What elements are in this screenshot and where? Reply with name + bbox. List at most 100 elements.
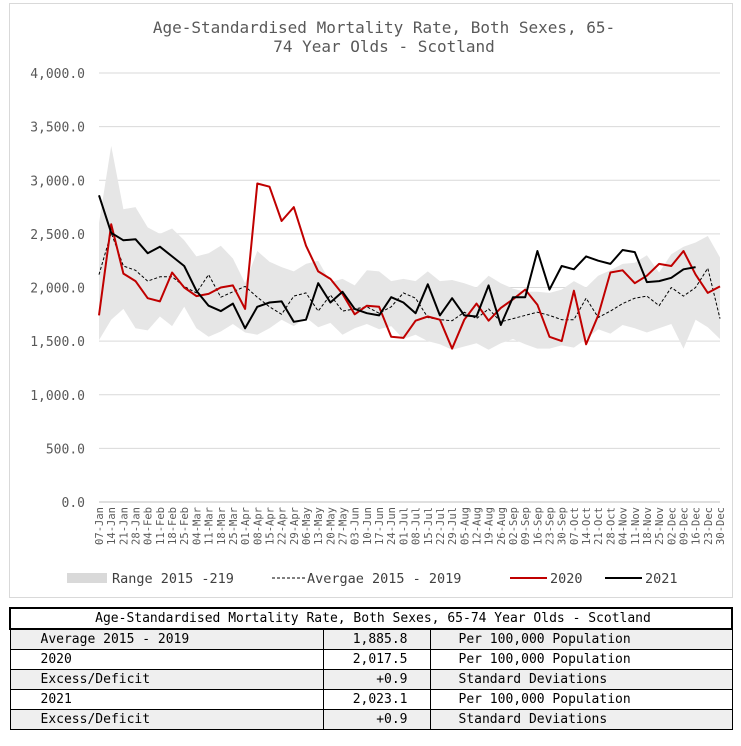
x-tick-label: 25-Feb	[179, 507, 191, 545]
series-lines	[98, 182, 721, 350]
x-tick-label: 01-Apr	[240, 507, 252, 545]
x-tick-label: 23-Sep	[545, 507, 557, 545]
chart-panel: Age-Standardised Mortality Rate, Both Se…	[9, 3, 733, 598]
x-tick-label: 04-Feb	[143, 507, 155, 545]
y-tick-label: 3,000.0	[30, 174, 85, 189]
y-tick-label: 1,500.0	[30, 335, 85, 350]
y-tick-label: 500.0	[46, 442, 85, 457]
summary-label: 2020	[9, 649, 324, 670]
x-tick-label: 04-Nov	[618, 507, 630, 545]
x-tick-label: 20-May	[325, 507, 337, 545]
y-tick-label: 2,000.0	[30, 282, 85, 297]
summary-row: 2020 2,017.5 Per 100,000 Population	[9, 649, 733, 670]
range-band	[99, 145, 720, 350]
series-line-1	[98, 182, 721, 350]
x-tick-label: 28-Jan	[131, 507, 143, 545]
x-tick-label: 28-Oct	[605, 507, 617, 545]
y-tick-label: 4,000.0	[30, 67, 85, 82]
summary-value: 2,017.5	[322, 649, 431, 670]
x-tick-label: 08-Apr	[252, 507, 264, 545]
x-tick-label: 02-Dec	[666, 507, 678, 545]
x-tick-label: 15-Apr	[264, 507, 276, 545]
x-tick-label: 12-Aug	[471, 507, 483, 545]
legend-label-2021: 2021	[645, 571, 678, 587]
y-tick-label: 3,500.0	[30, 121, 85, 136]
x-tick-label: 18-Mar	[216, 507, 228, 545]
x-tick-label: 11-Mar	[204, 507, 216, 545]
legend-swatch-range	[67, 573, 107, 583]
x-tick-label: 14-Jan	[106, 507, 118, 545]
x-tick-label: 04-Mar	[191, 507, 203, 545]
x-tick-label: 22-Apr	[277, 507, 289, 545]
summary-value: 2,023.1	[322, 689, 431, 710]
y-tick-label: 0.0	[62, 496, 85, 511]
summary-label: Excess/Deficit	[9, 709, 324, 730]
series-line-0	[98, 232, 721, 323]
legend-label-2020: 2020	[550, 571, 583, 587]
summary-label: Average 2015 - 2019	[9, 628, 324, 650]
x-tick-label: 09-Dec	[678, 507, 690, 545]
x-tick-label: 21-Oct	[593, 507, 605, 545]
x-tick-label: 13-May	[313, 507, 325, 545]
x-tick-label: 18-Nov	[642, 507, 654, 545]
x-tick-label: 16-Dec	[691, 507, 703, 545]
x-tick-label: 14-Oct	[581, 507, 593, 545]
summary-unit: Standard Deviations	[429, 709, 733, 730]
legend-label-range: Range 2015 -219	[112, 571, 234, 587]
range-band-area	[99, 145, 720, 350]
legend: Range 2015 -219 Avergae 2015 - 2019 2020…	[67, 571, 678, 587]
x-tick-label: 01-Jul	[398, 507, 410, 545]
summary-unit: Per 100,000 Population	[429, 628, 733, 650]
x-tick-label: 02-Sep	[508, 507, 520, 545]
x-tick-label: 15-Jul	[423, 507, 435, 545]
summary-value: +0.9	[322, 669, 431, 690]
x-tick-label: 30-Dec	[715, 507, 727, 545]
x-tick-label: 06-May	[301, 507, 313, 545]
x-tick-label: 27-May	[338, 507, 350, 545]
y-tick-label: 1,000.0	[30, 389, 85, 404]
summary-value: +0.9	[322, 709, 431, 730]
x-tick-label: 24-Jun	[386, 507, 398, 545]
x-tick-label: 22-Jul	[435, 507, 447, 545]
summary-title-row: Age-Standardised Mortality Rate, Both Se…	[9, 607, 733, 630]
chart-title-line1: Age-Standardised Mortality Rate, Both Se…	[153, 18, 615, 37]
x-tick-label: 16-Sep	[532, 507, 544, 545]
series-line-2	[98, 194, 696, 330]
x-tick-label: 07-Oct	[569, 507, 581, 545]
x-tick-label: 05-Aug	[459, 507, 471, 545]
x-tick-label: 11-Nov	[630, 507, 642, 545]
x-tick-label: 26-Aug	[496, 507, 508, 545]
summary-table: Age-Standardised Mortality Rate, Both Se…	[9, 607, 733, 730]
summary-row: Average 2015 - 2019 1,885.8 Per 100,000 …	[9, 628, 733, 650]
summary-title: Age-Standardised Mortality Rate, Both Se…	[9, 607, 733, 630]
x-tick-label: 30-Sep	[557, 507, 569, 545]
x-tick-label: 03-Jun	[350, 507, 362, 545]
summary-label: Excess/Deficit	[9, 669, 324, 690]
x-tick-label: 07-Jan	[94, 507, 106, 545]
x-tick-label: 25-Nov	[654, 507, 666, 545]
y-tick-label: 2,500.0	[30, 228, 85, 243]
axes: 0.0 500.0 1,000.0 1,500.0 2,000.0 2,500.0 3,00…	[30, 67, 727, 545]
x-tick-label: 11-Feb	[155, 507, 167, 545]
summary-value: 1,885.8	[322, 628, 431, 650]
summary-row: Excess/Deficit +0.9 Standard Deviations	[9, 669, 733, 690]
x-tick-label: 19-Aug	[484, 507, 496, 545]
x-tick-label: 08-Jul	[411, 507, 423, 545]
mortality-chart: Age-Standardised Mortality Rate, Both Se…	[30, 18, 727, 587]
summary-row: 2021 2,023.1 Per 100,000 Population	[9, 689, 733, 710]
x-tick-label: 10-Jun	[362, 507, 374, 545]
x-tick-label: 18-Feb	[167, 507, 179, 545]
x-tick-label: 17-Jun	[374, 507, 386, 545]
summary-label: 2021	[9, 689, 324, 710]
summary-row: Excess/Deficit +0.9 Standard Deviations	[9, 709, 733, 730]
chart-title-line2: 74 Year Olds - Scotland	[273, 37, 495, 56]
summary-unit: Standard Deviations	[429, 669, 733, 690]
x-tick-label: 29-Apr	[289, 507, 301, 545]
x-tick-label: 23-Dec	[703, 507, 715, 545]
legend-label-average: Avergae 2015 - 2019	[307, 571, 461, 587]
summary-unit: Per 100,000 Population	[429, 649, 733, 670]
x-tick-label: 25-Mar	[228, 507, 240, 545]
summary-unit: Per 100,000 Population	[429, 689, 733, 710]
x-tick-label: 09-Sep	[520, 507, 532, 545]
x-tick-label: 29-Jul	[447, 507, 459, 545]
